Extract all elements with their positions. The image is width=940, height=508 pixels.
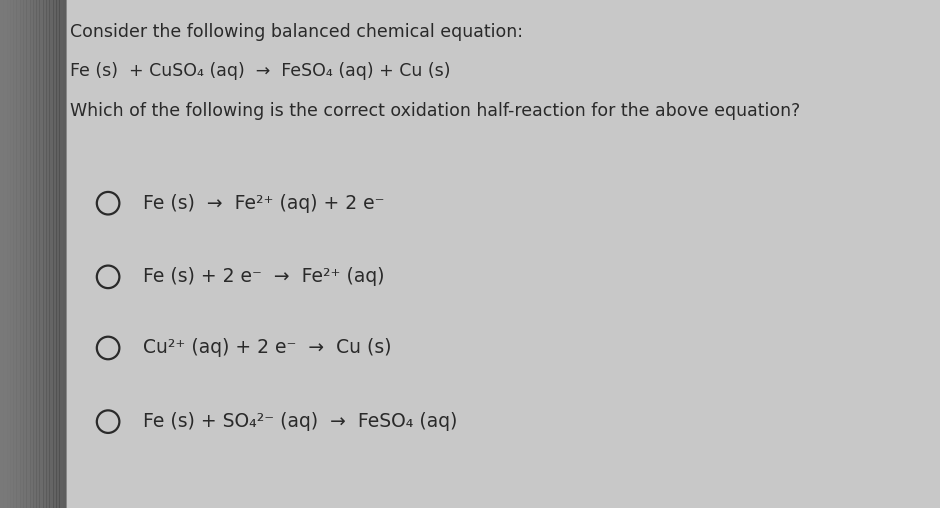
Bar: [20, 0, 24, 508]
Bar: [0, 0, 5, 508]
Bar: [24, 0, 27, 508]
Bar: [30, 0, 34, 508]
Bar: [17, 0, 21, 508]
Bar: [7, 0, 11, 508]
Bar: [46, 0, 51, 508]
Bar: [33, 0, 38, 508]
Text: Fe (s) + 2 e⁻  →  Fe²⁺ (aq): Fe (s) + 2 e⁻ → Fe²⁺ (aq): [143, 267, 384, 287]
Bar: [3, 0, 8, 508]
Bar: [59, 0, 64, 508]
Text: Fe (s)  + CuSO₄ (aq)  →  FeSO₄ (aq) + Cu (s): Fe (s) + CuSO₄ (aq) → FeSO₄ (aq) + Cu (s…: [70, 62, 451, 80]
Bar: [62, 0, 67, 508]
Bar: [43, 0, 47, 508]
Bar: [56, 0, 60, 508]
Text: Fe (s)  →  Fe²⁺ (aq) + 2 e⁻: Fe (s) → Fe²⁺ (aq) + 2 e⁻: [143, 194, 384, 213]
Text: Which of the following is the correct oxidation half-reaction for the above equa: Which of the following is the correct ox…: [70, 102, 801, 119]
Bar: [53, 0, 56, 508]
Bar: [26, 0, 30, 508]
Text: Consider the following balanced chemical equation:: Consider the following balanced chemical…: [70, 23, 524, 41]
Bar: [50, 0, 54, 508]
Text: Cu²⁺ (aq) + 2 e⁻  →  Cu (s): Cu²⁺ (aq) + 2 e⁻ → Cu (s): [143, 338, 391, 358]
Bar: [39, 0, 43, 508]
Bar: [13, 0, 18, 508]
Bar: [9, 0, 14, 508]
Bar: [0, 0, 66, 508]
Text: Fe (s) + SO₄²⁻ (aq)  →  FeSO₄ (aq): Fe (s) + SO₄²⁻ (aq) → FeSO₄ (aq): [143, 412, 457, 431]
Bar: [36, 0, 40, 508]
